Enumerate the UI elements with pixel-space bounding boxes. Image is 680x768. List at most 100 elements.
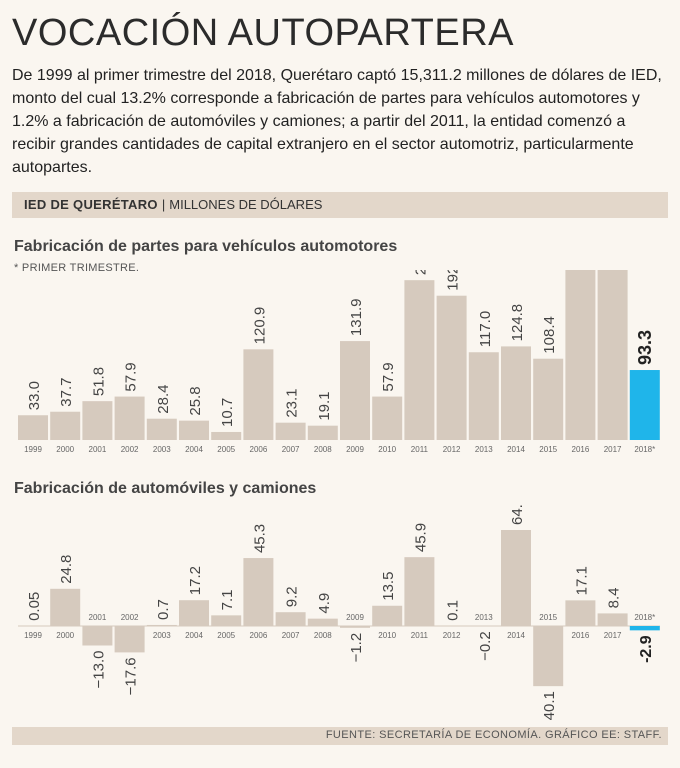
bar-autopartes-2013 (468, 352, 499, 440)
value-label-autopartes-2012: 192.4 (445, 270, 462, 291)
value-label-autopartes-2007: 23.1 (284, 388, 301, 417)
bar-autopartes-2004 (179, 420, 209, 440)
bar-autopartes-2016 (565, 270, 596, 440)
units-text: MILLONES DE DÓLARES (169, 197, 323, 212)
year-label-autopartes-2010: 2010 (378, 445, 396, 454)
year-label-autopartes-1999: 1999 (24, 445, 42, 454)
value-label-automoviles-2006: 45.3 (251, 524, 268, 553)
chart-automoviles: 0.05 1999 24.8 2000 −13.0 2001 −17.6 2002 0.7 200… (18, 505, 660, 720)
bar-automoviles-2017 (597, 613, 628, 626)
bar-autopartes-2010 (372, 396, 403, 440)
year-label-autopartes-2016: 2016 (572, 445, 590, 454)
year-label-automoviles-2001: 2001 (89, 613, 107, 622)
bar-autopartes-2003 (146, 418, 177, 440)
bar-autopartes-2017 (597, 270, 628, 440)
bar-autopartes-2015 (533, 358, 564, 440)
bar-automoviles-2014 (501, 530, 531, 626)
year-label-autopartes-2001: 2001 (89, 445, 107, 454)
year-label-autopartes-2000: 2000 (56, 445, 74, 454)
bar-automoviles-2004 (179, 600, 209, 626)
bar-automoviles-2009 (340, 626, 370, 628)
bar-automoviles-2015 (533, 626, 564, 687)
bar-autopartes-2009 (340, 341, 370, 440)
year-label-automoviles-2004: 2004 (185, 631, 203, 640)
year-label-automoviles-2014: 2014 (507, 631, 525, 640)
year-label-automoviles-2017: 2017 (604, 631, 622, 640)
value-label-automoviles-2018*: -2.9 (638, 635, 655, 663)
value-label-autopartes-2013: 117.0 (477, 311, 494, 347)
year-label-automoviles-2002: 2002 (121, 613, 139, 622)
year-label-automoviles-2011: 2011 (411, 631, 429, 640)
bar-automoviles-1999 (18, 625, 48, 627)
year-label-automoviles-2003: 2003 (153, 631, 171, 640)
region-label: IED DE QUERÉTARO (24, 197, 158, 212)
bar-autopartes-2000 (50, 411, 81, 440)
year-label-autopartes-2014: 2014 (507, 445, 525, 454)
value-label-autopartes-2008: 19.1 (316, 391, 333, 420)
value-label-autopartes-2006: 120.9 (251, 307, 268, 345)
value-label-automoviles-2004: 17.2 (187, 566, 204, 595)
value-label-automoviles-2003: 0.7 (155, 599, 172, 620)
value-label-autopartes-2002: 57.9 (123, 362, 140, 391)
value-label-autopartes-2018*: 93.3 (635, 330, 655, 365)
bar-autopartes-2002 (114, 396, 145, 440)
value-label-autopartes-2005: 10.7 (219, 398, 236, 427)
year-label-automoviles-2007: 2007 (282, 631, 300, 640)
year-label-automoviles-2018*: 2018* (634, 613, 655, 622)
bar-autopartes-2018* (629, 370, 660, 440)
year-label-autopartes-2003: 2003 (153, 445, 171, 454)
year-label-automoviles-2016: 2016 (572, 631, 590, 640)
bar-automoviles-2000 (50, 588, 81, 626)
footer-band: FUENTE: SECRETARÍA DE ECONOMÍA. GRÁFICO … (12, 727, 668, 745)
bar-automoviles-2012 (436, 625, 467, 627)
value-label-automoviles-2014: 64.0 (509, 505, 526, 525)
value-label-autopartes-2001: 51.8 (90, 367, 107, 396)
value-label-automoviles-2017: 8.4 (606, 588, 623, 609)
year-label-autopartes-2015: 2015 (539, 445, 557, 454)
units-label: IED DE QUERÉTARO | MILLONES DE DÓLARES (24, 197, 322, 212)
value-label-automoviles-2008: 4.9 (316, 593, 333, 614)
bar-autopartes-2008 (307, 425, 338, 440)
value-label-autopartes-2009: 131.9 (348, 299, 365, 337)
value-label-autopartes-1999: 33.0 (26, 381, 43, 410)
value-label-automoviles-2000: 24.8 (58, 555, 75, 584)
value-label-automoviles-2015: −40.1 (541, 691, 558, 720)
value-label-autopartes-2003: 28.4 (155, 384, 172, 413)
chart-autopartes: 33.0 1999 37.7 2000 51.8 2001 57.9 2002 28.4 2003… (18, 270, 660, 454)
value-label-automoviles-2009: −1.2 (348, 633, 365, 663)
bar-automoviles-2018* (629, 626, 660, 631)
year-label-automoviles-2009: 2009 (346, 613, 364, 622)
year-label-autopartes-2005: 2005 (217, 445, 235, 454)
value-label-autopartes-2004: 25.8 (187, 386, 204, 415)
units-band: IED DE QUERÉTARO | MILLONES DE DÓLARES (12, 192, 668, 218)
intro-paragraph: De 1999 al primer trimestre del 2018, Qu… (12, 67, 662, 176)
year-label-autopartes-2008: 2008 (314, 445, 332, 454)
value-label-automoviles-2001: −13.0 (90, 651, 107, 689)
year-label-autopartes-2011: 2011 (411, 445, 429, 454)
year-label-autopartes-2013: 2013 (475, 445, 493, 454)
bar-autopartes-2007 (275, 422, 306, 440)
value-label-autopartes-2000: 37.7 (58, 378, 75, 407)
year-label-automoviles-2012: 2012 (443, 631, 461, 640)
bar-autopartes-2014 (501, 346, 531, 440)
year-label-autopartes-2009: 2009 (346, 445, 364, 454)
bar-autopartes-2001 (82, 401, 113, 440)
year-label-autopartes-2007: 2007 (282, 445, 300, 454)
footnote: * PRIMER TRIMESTRE. (14, 262, 140, 274)
value-label-automoviles-2013: −0.2 (477, 631, 494, 661)
year-label-autopartes-2004: 2004 (185, 445, 203, 454)
year-label-autopartes-2002: 2002 (121, 445, 139, 454)
bar-autopartes-1999 (18, 415, 48, 440)
bar-automoviles-2001 (82, 626, 113, 646)
year-label-autopartes-2006: 2006 (250, 445, 268, 454)
value-label-autopartes-2014: 124.8 (509, 304, 526, 342)
value-label-automoviles-2016: 17.1 (573, 566, 590, 595)
year-label-autopartes-2017: 2017 (604, 445, 622, 454)
year-label-autopartes-2018*: 2018* (634, 445, 655, 454)
bar-automoviles-2016 (565, 600, 596, 626)
band-separator: | (161, 197, 166, 212)
bar-autopartes-2006 (243, 349, 274, 440)
bar-autopartes-2012 (436, 295, 467, 440)
bar-autopartes-2011 (404, 280, 435, 440)
bar-automoviles-2002 (114, 626, 145, 653)
